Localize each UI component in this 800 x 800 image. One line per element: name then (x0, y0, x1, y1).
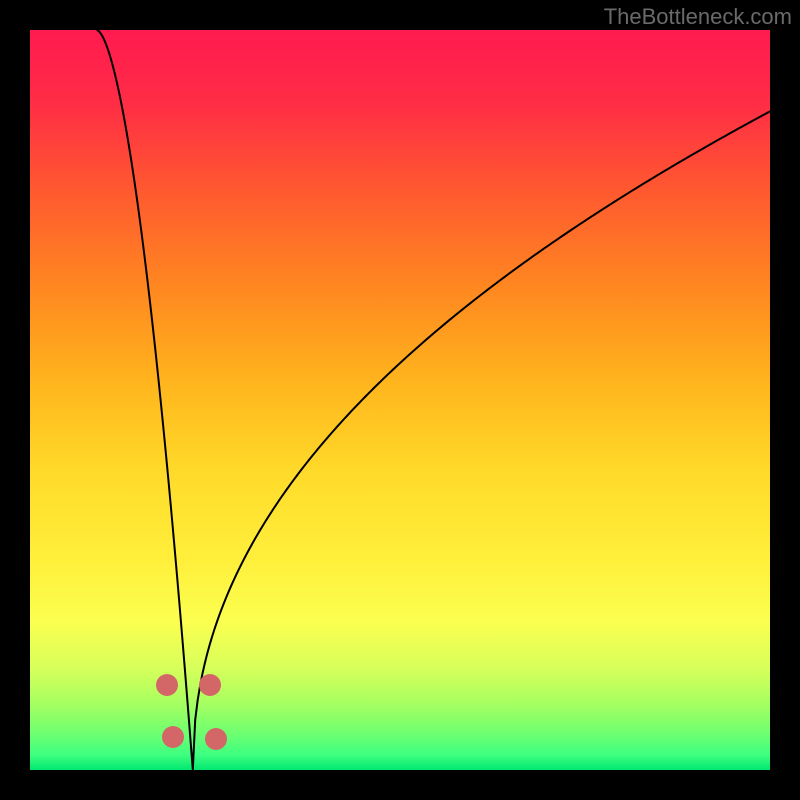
watermark-text: TheBottleneck.com (604, 4, 792, 30)
data-point-marker (199, 674, 221, 696)
bottleneck-curve (30, 30, 770, 770)
chart-canvas: TheBottleneck.com (0, 0, 800, 800)
data-point-marker (205, 728, 227, 750)
data-point-marker (156, 674, 178, 696)
plot-area (30, 30, 770, 770)
data-point-marker (162, 726, 184, 748)
